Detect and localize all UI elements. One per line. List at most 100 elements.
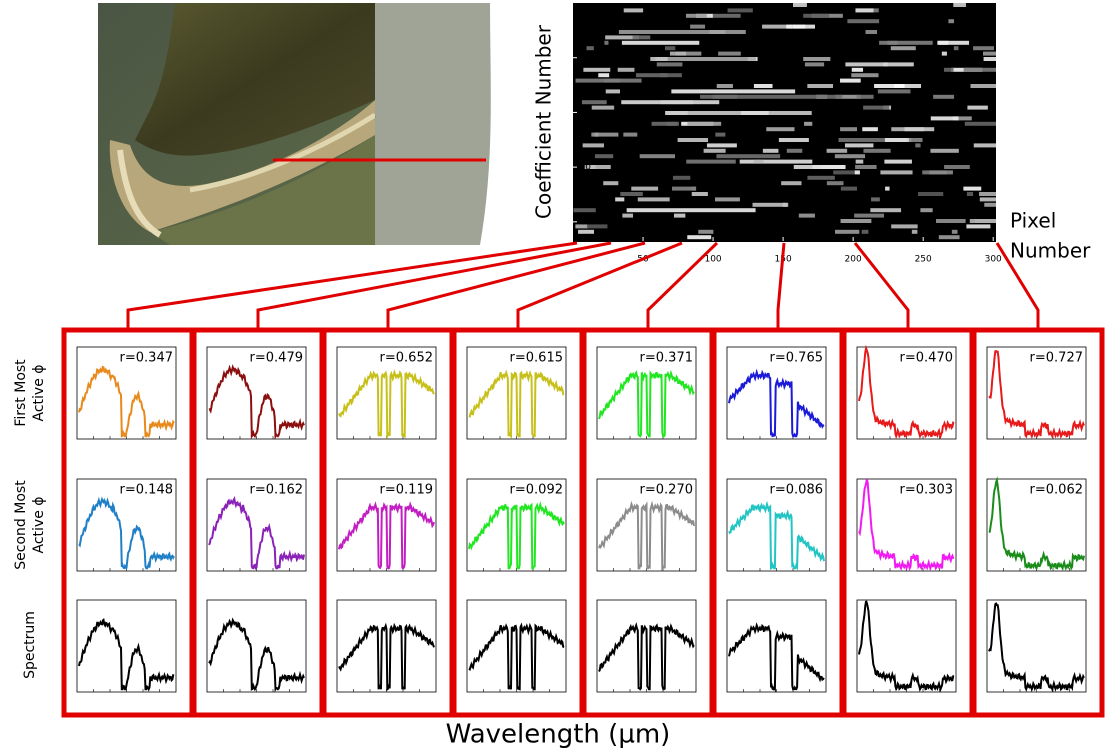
heatmap-cell bbox=[911, 229, 918, 234]
spectrum-curve bbox=[858, 600, 955, 693]
heatmap-cell bbox=[586, 224, 608, 229]
heatmap-cell bbox=[871, 197, 880, 202]
heatmap-cell bbox=[963, 186, 982, 191]
heatmap-cell bbox=[803, 57, 831, 61]
heatmap-cell bbox=[930, 148, 959, 153]
heatmap-cell bbox=[953, 3, 966, 7]
heatmap-cell bbox=[840, 219, 872, 223]
heatmap-cell bbox=[845, 62, 914, 67]
heatmap-cell bbox=[877, 89, 911, 94]
heatmap-cell bbox=[863, 105, 890, 110]
heatmap-cell bbox=[659, 73, 682, 78]
heatmap-cell bbox=[762, 148, 779, 153]
r-label: r=0.727 bbox=[1030, 351, 1083, 366]
heatmap-x-tick-label: 250 bbox=[915, 255, 932, 265]
heatmap-y-tick-label: 40 bbox=[580, 217, 592, 227]
heatmap-cell bbox=[575, 224, 589, 229]
spectrum-curve bbox=[468, 500, 565, 570]
heatmap-cell bbox=[671, 89, 796, 94]
heatmap-cell bbox=[786, 148, 803, 153]
heatmap-cell bbox=[967, 105, 988, 110]
heatmap-cell bbox=[936, 219, 966, 223]
heatmap-cell bbox=[894, 84, 922, 88]
heatmap-cell bbox=[591, 132, 619, 137]
heatmap-x-tick-label: 100 bbox=[704, 255, 721, 265]
connector bbox=[126, 241, 578, 330]
heatmap-cell bbox=[807, 175, 835, 180]
row-label: First Most bbox=[13, 359, 29, 427]
spectrum-curve bbox=[988, 476, 1085, 572]
spectrum-curve bbox=[338, 369, 435, 440]
spectrum-curve bbox=[728, 368, 825, 438]
heatmap-cell bbox=[826, 181, 844, 186]
heatmap-y-tick-label: 10 bbox=[580, 53, 592, 63]
heatmap-cell bbox=[656, 62, 683, 67]
connector bbox=[516, 241, 683, 330]
heatmap-cell bbox=[798, 213, 815, 218]
heatmap-cell bbox=[762, 24, 792, 29]
heatmap-cell bbox=[804, 62, 825, 67]
heatmap-cell bbox=[973, 143, 996, 148]
spectrum-curve bbox=[208, 364, 305, 441]
heatmap-cell bbox=[594, 154, 614, 159]
heatmap-cell bbox=[687, 121, 722, 126]
heatmap-cell bbox=[740, 111, 769, 115]
heatmap-cell bbox=[855, 165, 877, 169]
heatmap-cell bbox=[778, 138, 809, 142]
heatmap-cell bbox=[885, 186, 890, 191]
connector bbox=[776, 242, 786, 330]
heatmap-cell bbox=[953, 46, 959, 51]
spectrum-curve bbox=[78, 496, 175, 570]
heatmap-cell bbox=[944, 165, 970, 169]
heatmap-cell bbox=[880, 170, 913, 175]
r-label: r=0.092 bbox=[510, 483, 563, 498]
plot-frame bbox=[856, 478, 957, 572]
heatmap-cell bbox=[964, 121, 996, 126]
satellite-image bbox=[98, 3, 520, 245]
plot-frame bbox=[986, 478, 1087, 572]
heatmap-cell bbox=[622, 213, 634, 218]
heatmap-cell bbox=[835, 94, 861, 99]
heatmap-cell bbox=[890, 46, 916, 51]
heatmap-cell bbox=[904, 127, 935, 132]
column-frame bbox=[971, 327, 1105, 718]
heatmap-cell bbox=[863, 148, 891, 153]
heatmap-cell bbox=[803, 13, 830, 18]
heatmap-cell bbox=[651, 121, 678, 126]
connector bbox=[646, 241, 719, 330]
spectrum-curve bbox=[598, 369, 695, 438]
heatmap-cell bbox=[718, 51, 741, 56]
heatmap-cell bbox=[715, 197, 740, 202]
heatmap-cell bbox=[865, 30, 878, 34]
heatmap-cell bbox=[870, 208, 902, 213]
heatmap-cell bbox=[687, 235, 712, 240]
connector bbox=[256, 241, 612, 330]
heatmap-cell bbox=[615, 197, 625, 202]
heatmap-cell bbox=[690, 24, 706, 29]
spectrum-curve bbox=[598, 621, 695, 691]
heatmap-cell bbox=[840, 127, 858, 132]
heatmap-x-tick-label: 200 bbox=[845, 255, 862, 265]
row-label: Active ϕ bbox=[31, 365, 47, 422]
r-label: r=0.270 bbox=[640, 483, 693, 498]
heatmap-cell bbox=[983, 57, 996, 61]
heatmap-cell bbox=[930, 116, 959, 121]
spectrum-curve bbox=[78, 618, 175, 692]
heatmap-cell bbox=[855, 8, 874, 13]
spectrum-curve bbox=[988, 349, 1085, 440]
heatmap-cell bbox=[862, 127, 878, 132]
spectrum-curve bbox=[208, 617, 305, 693]
heatmap-cell bbox=[786, 24, 806, 29]
r-label: r=0.303 bbox=[900, 483, 953, 498]
row-label: Second Most bbox=[13, 480, 29, 570]
heatmap-cell bbox=[637, 197, 670, 202]
heatmap-cell bbox=[793, 3, 807, 7]
heatmap-x-label: Pixel bbox=[1010, 209, 1056, 233]
heatmap-cell bbox=[834, 154, 866, 159]
r-label: r=0.479 bbox=[250, 351, 303, 366]
heatmap-y-label: Coefficient Number bbox=[532, 24, 556, 219]
heatmap-cell bbox=[582, 143, 604, 148]
heatmap-cell bbox=[584, 165, 611, 169]
row-label: Spectrum bbox=[22, 611, 38, 679]
r-label: r=0.086 bbox=[770, 483, 823, 498]
